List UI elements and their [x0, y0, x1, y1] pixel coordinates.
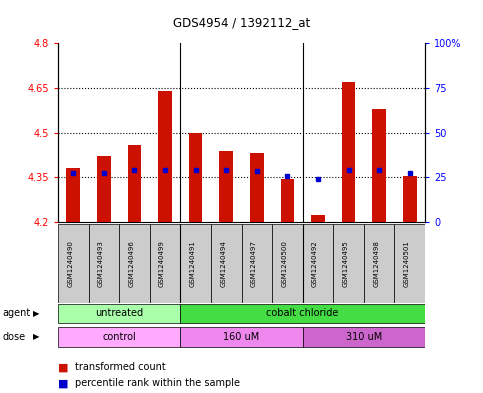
Text: ▶: ▶ [33, 309, 40, 318]
Text: ■: ■ [58, 378, 69, 388]
FancyBboxPatch shape [58, 224, 88, 303]
Text: GSM1240495: GSM1240495 [342, 240, 349, 286]
FancyBboxPatch shape [150, 224, 180, 303]
FancyBboxPatch shape [272, 224, 303, 303]
Bar [97, 156, 111, 222]
Bar [66, 169, 80, 222]
FancyBboxPatch shape [58, 304, 180, 323]
Bar [341, 82, 355, 222]
Text: control: control [102, 332, 136, 342]
FancyBboxPatch shape [303, 327, 425, 347]
Text: agent: agent [2, 309, 30, 318]
Text: GSM1240491: GSM1240491 [190, 240, 196, 287]
Bar [250, 154, 264, 222]
Bar [311, 215, 325, 222]
Text: percentile rank within the sample: percentile rank within the sample [75, 378, 240, 388]
FancyBboxPatch shape [180, 327, 303, 347]
Text: transformed count: transformed count [75, 362, 166, 373]
Text: GSM1240498: GSM1240498 [373, 240, 379, 287]
Text: GSM1240490: GSM1240490 [67, 240, 73, 287]
Bar [128, 145, 142, 222]
Text: cobalt chloride: cobalt chloride [267, 309, 339, 318]
FancyBboxPatch shape [211, 224, 242, 303]
FancyBboxPatch shape [364, 224, 395, 303]
Bar [219, 151, 233, 222]
Bar [372, 109, 386, 222]
FancyBboxPatch shape [88, 224, 119, 303]
Text: GSM1240493: GSM1240493 [98, 240, 104, 287]
FancyBboxPatch shape [242, 224, 272, 303]
Bar [281, 179, 294, 222]
Text: GDS4954 / 1392112_at: GDS4954 / 1392112_at [173, 16, 310, 29]
FancyBboxPatch shape [58, 327, 180, 347]
Bar [189, 133, 202, 222]
Bar [158, 91, 172, 222]
Text: GSM1240494: GSM1240494 [220, 240, 226, 286]
FancyBboxPatch shape [303, 224, 333, 303]
FancyBboxPatch shape [180, 224, 211, 303]
FancyBboxPatch shape [333, 224, 364, 303]
Text: GSM1240492: GSM1240492 [312, 240, 318, 286]
Text: 160 uM: 160 uM [223, 332, 260, 342]
FancyBboxPatch shape [119, 224, 150, 303]
Text: GSM1240497: GSM1240497 [251, 240, 257, 287]
Text: GSM1240499: GSM1240499 [159, 240, 165, 287]
Text: untreated: untreated [95, 309, 143, 318]
Text: 310 uM: 310 uM [346, 332, 382, 342]
Text: GSM1240500: GSM1240500 [282, 240, 287, 287]
FancyBboxPatch shape [180, 304, 425, 323]
Text: ■: ■ [58, 362, 69, 373]
Bar [403, 176, 417, 222]
FancyBboxPatch shape [395, 224, 425, 303]
Text: ▶: ▶ [33, 332, 40, 342]
Text: GSM1240501: GSM1240501 [404, 240, 410, 287]
Text: dose: dose [2, 332, 26, 342]
Text: GSM1240496: GSM1240496 [128, 240, 134, 287]
